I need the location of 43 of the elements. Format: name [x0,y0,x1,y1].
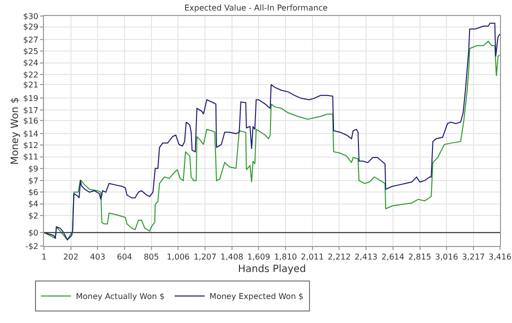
x-tick-label: 1,207 [194,252,216,262]
y-tick-label: $27 [23,35,38,44]
x-tick-label: 1,810 [274,252,298,262]
y-tick-label: $25 [23,47,38,56]
chart-title: Expected Value - All-In Performance [184,3,328,12]
y-tick-label: $19 [23,94,38,104]
y-tick-label: $16 [23,116,38,126]
x-tick-label: 3,016 [435,252,458,262]
y-tick-label: $2 [28,211,38,220]
y-tick-label: $4 [28,200,38,209]
x-tick-label: 2,011 [300,252,324,262]
x-tick-label: 1,609 [247,252,270,262]
y-tick-label: $30 [23,12,38,21]
y-tick-label: $21 [23,80,38,90]
y-tick-label: $17 [23,106,38,115]
x-tick-label: 202 [63,252,78,262]
x-tick-label: 604 [116,252,132,262]
x-axis-title: Hands Played [238,264,306,276]
y-axis-title: Money Won $ [10,97,22,165]
y-tick-label: $11 [23,152,38,162]
y-tick-label: -$2 [25,242,38,251]
x-tick-label: 1,408 [220,252,244,262]
x-tick-label: 2,614 [381,252,404,262]
legend-label: Money Actually Won $ [76,292,165,302]
y-tick-label: $7 [28,176,38,186]
x-tick-label: 3,416 [488,252,512,262]
y-tick-label: $9 [28,164,38,174]
x-tick-label: 1,006 [166,252,190,262]
y-tick-label: $14 [23,129,38,138]
y-tick-label: $22 [23,70,38,80]
y-tick-label: $12 [23,141,38,150]
y-tick-label: $29 [23,22,38,32]
y-tick-label: $24 [23,58,38,68]
x-tick-label: 3,217 [462,252,485,262]
x-tick-label: 1 [41,252,47,262]
x-tick-label: 805 [144,252,159,262]
legend-label: Money Expected Won $ [210,292,304,302]
x-tick-label: 2,815 [408,252,432,262]
y-tick-label: $6 [28,188,38,197]
y-tick-label: $0 [28,228,38,238]
x-tick-label: 2,413 [354,252,378,262]
x-tick-label: 403 [90,252,106,262]
x-tick-label: 2,212 [328,252,351,262]
